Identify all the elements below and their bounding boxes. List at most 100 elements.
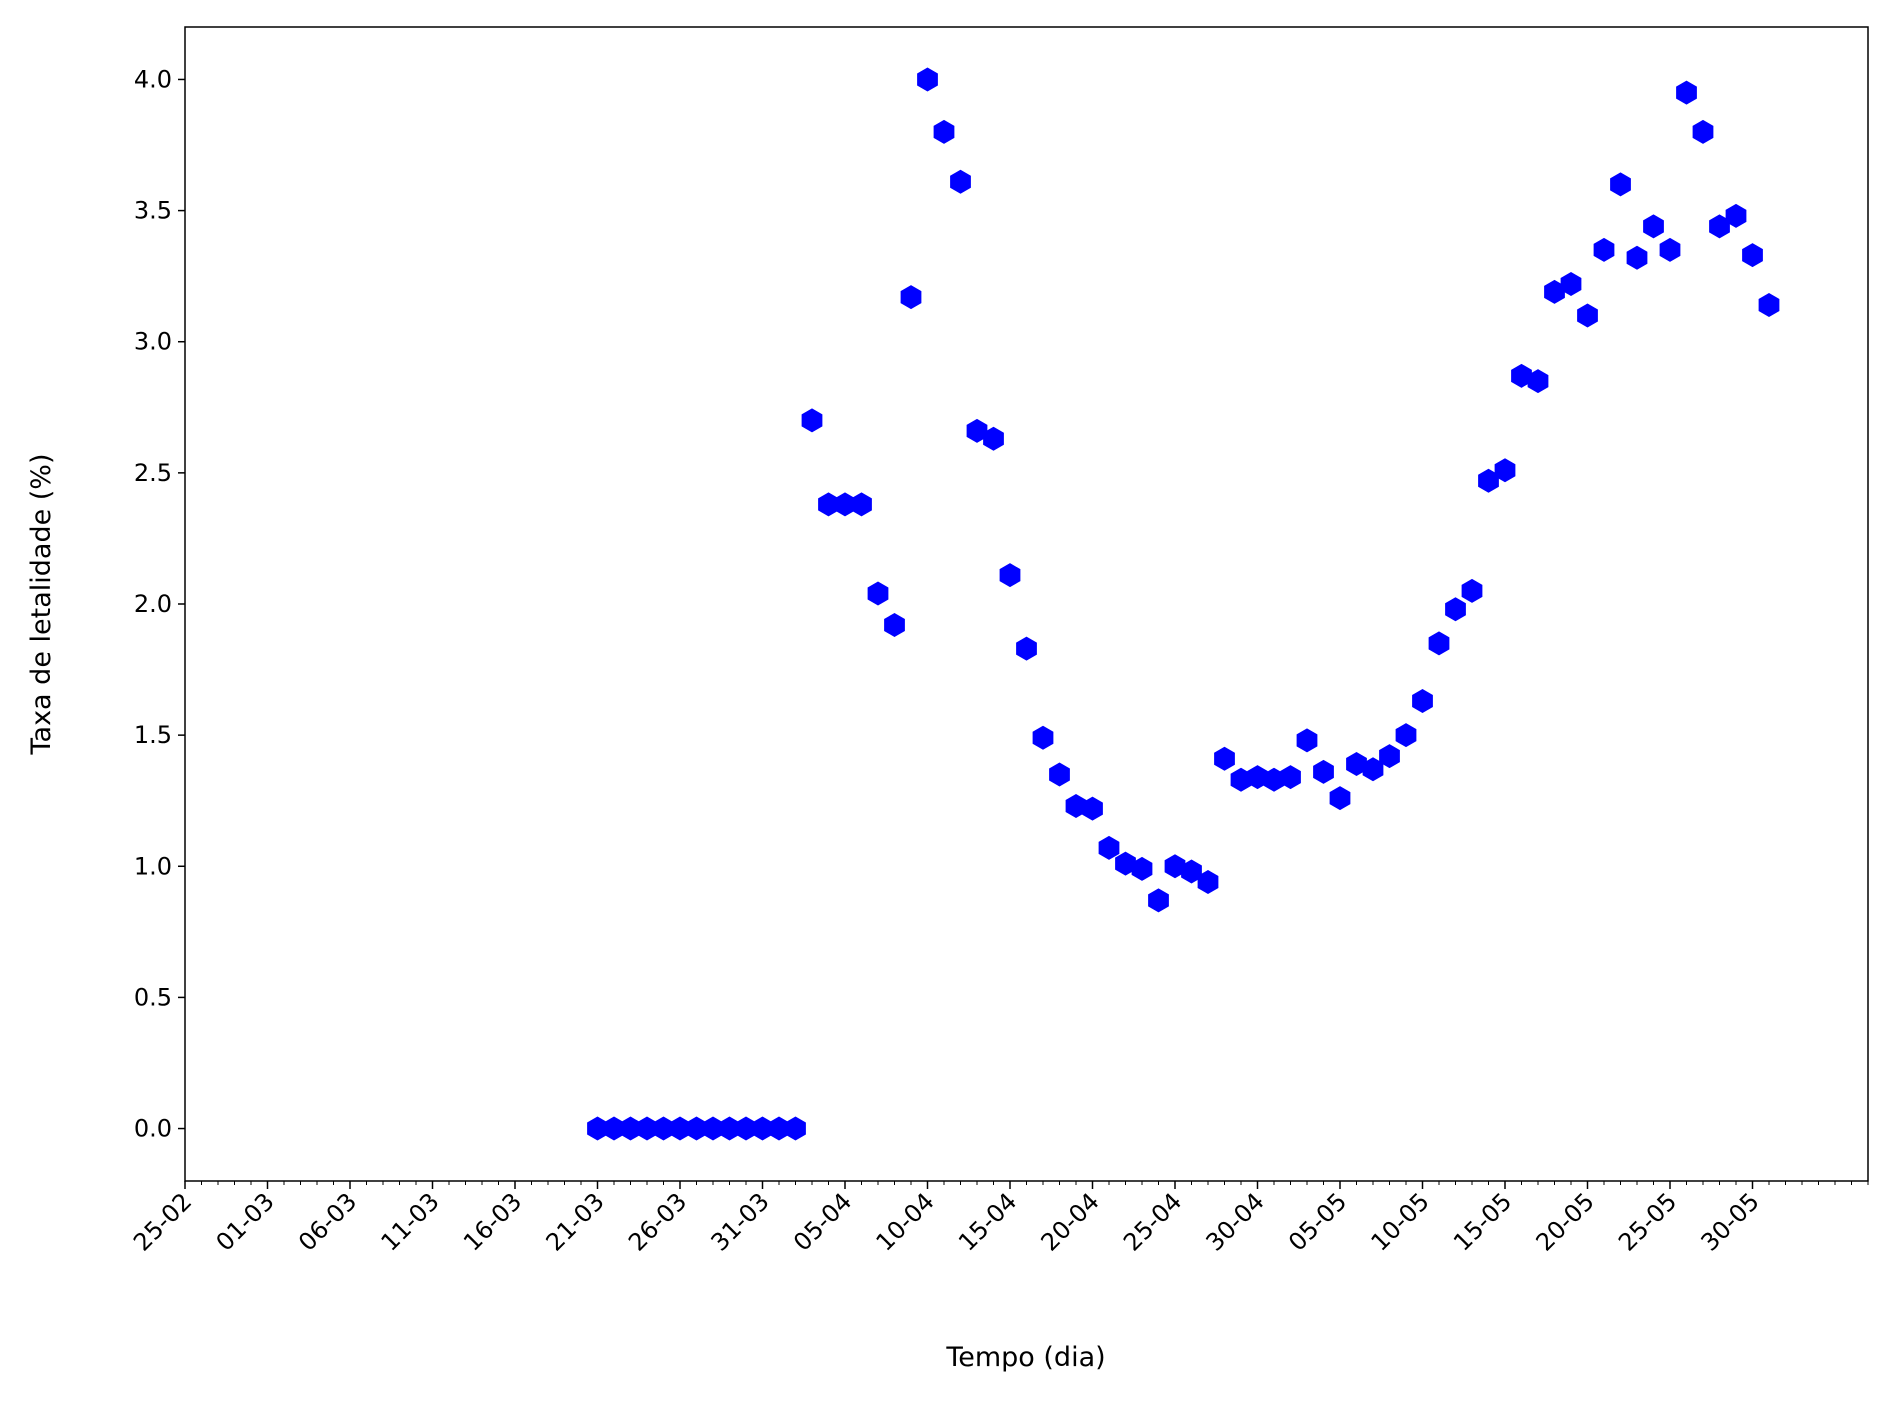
point — [1511, 363, 1532, 388]
point — [1329, 786, 1351, 811]
x-tick-label: 30-05 — [1696, 1187, 1765, 1256]
x-tick-label: 15-05 — [1448, 1187, 1517, 1256]
x-tick-label: 06-03 — [293, 1187, 362, 1256]
y-tick-label: 3.5 — [134, 197, 172, 225]
point — [768, 1116, 790, 1141]
point — [735, 1116, 757, 1141]
point — [1313, 759, 1334, 784]
x-tick-label: 05-05 — [1283, 1187, 1352, 1256]
point — [1049, 762, 1070, 787]
x-tick-label: 05-04 — [788, 1187, 857, 1256]
point — [1610, 172, 1631, 197]
x-tick-label: 31-03 — [706, 1187, 775, 1256]
point — [950, 169, 971, 194]
point — [933, 119, 955, 144]
x-tick-label: 21-03 — [541, 1187, 610, 1256]
point — [1412, 689, 1433, 714]
point — [620, 1116, 641, 1141]
y-tick-label: 3.0 — [134, 328, 172, 356]
point — [1643, 214, 1664, 239]
x-tick-label: 15-04 — [953, 1187, 1022, 1256]
point — [1098, 835, 1120, 860]
point — [1593, 237, 1615, 262]
point — [1115, 851, 1136, 876]
point — [999, 563, 1021, 588]
point — [1296, 728, 1318, 753]
point — [1263, 767, 1285, 792]
point — [818, 492, 839, 517]
x-tick-label: 11-03 — [376, 1187, 445, 1256]
point — [867, 581, 889, 606]
x-tick-label: 16-03 — [458, 1187, 527, 1256]
point — [669, 1116, 691, 1141]
x-tick-label: 25-05 — [1613, 1187, 1682, 1256]
x-tick-label: 25-04 — [1118, 1187, 1187, 1256]
point — [1428, 631, 1450, 656]
y-tick-label: 4.0 — [134, 65, 172, 93]
point — [900, 285, 922, 310]
y-axis-label: Taxa de letalidade (%) — [26, 454, 57, 756]
point — [1742, 243, 1763, 268]
point — [1527, 369, 1549, 394]
x-tick-label: 01-03 — [211, 1187, 280, 1256]
y-tick-label: 1.0 — [134, 852, 172, 880]
point — [1725, 203, 1747, 228]
point — [636, 1116, 658, 1141]
point — [1181, 859, 1202, 884]
point — [686, 1116, 707, 1141]
point — [1362, 757, 1384, 782]
point — [1065, 793, 1087, 818]
point — [1709, 214, 1730, 239]
point — [1577, 303, 1598, 328]
y-tick-label: 1.5 — [134, 721, 172, 749]
point — [1032, 725, 1054, 750]
point — [851, 492, 872, 517]
point — [1346, 751, 1367, 776]
point — [752, 1116, 773, 1141]
point — [1164, 854, 1186, 879]
point — [1247, 765, 1268, 790]
y-tick-label: 0.5 — [134, 983, 172, 1011]
x-tick-label: 10-04 — [871, 1187, 940, 1256]
point — [1395, 723, 1417, 748]
y-tick-label: 2.5 — [134, 459, 172, 487]
point — [983, 426, 1004, 451]
point — [1692, 119, 1714, 144]
point — [1544, 279, 1565, 304]
point — [1659, 237, 1681, 262]
point — [966, 418, 988, 443]
x-axis-label: Tempo (dia) — [945, 1342, 1105, 1373]
point — [1560, 272, 1582, 297]
point — [653, 1116, 674, 1141]
point — [1230, 767, 1252, 792]
point — [1445, 597, 1466, 622]
x-tick-label: 26-03 — [623, 1187, 692, 1256]
x-tick-label: 25-02 — [128, 1187, 197, 1256]
point — [719, 1116, 740, 1141]
point — [1214, 746, 1235, 771]
plot-frame — [184, 26, 1869, 1182]
y-tick-label: 2.0 — [134, 590, 172, 618]
point — [1461, 578, 1483, 603]
point — [785, 1116, 806, 1141]
point — [834, 492, 856, 517]
point — [1676, 80, 1697, 105]
point — [1478, 468, 1499, 493]
point — [801, 408, 823, 433]
point — [1082, 796, 1103, 821]
point — [884, 612, 905, 637]
x-tick-label: 10-05 — [1366, 1187, 1435, 1256]
x-tick-label: 20-04 — [1036, 1187, 1105, 1256]
x-tick-label: 30-04 — [1201, 1187, 1270, 1256]
point — [917, 67, 938, 92]
point — [603, 1116, 625, 1141]
point — [1016, 636, 1037, 661]
point — [587, 1116, 608, 1141]
point — [1758, 293, 1780, 318]
point — [1494, 458, 1516, 483]
point — [1379, 744, 1400, 769]
y-tick-label: 0.0 — [134, 1115, 172, 1143]
point — [1131, 856, 1153, 881]
point — [1626, 245, 1648, 270]
